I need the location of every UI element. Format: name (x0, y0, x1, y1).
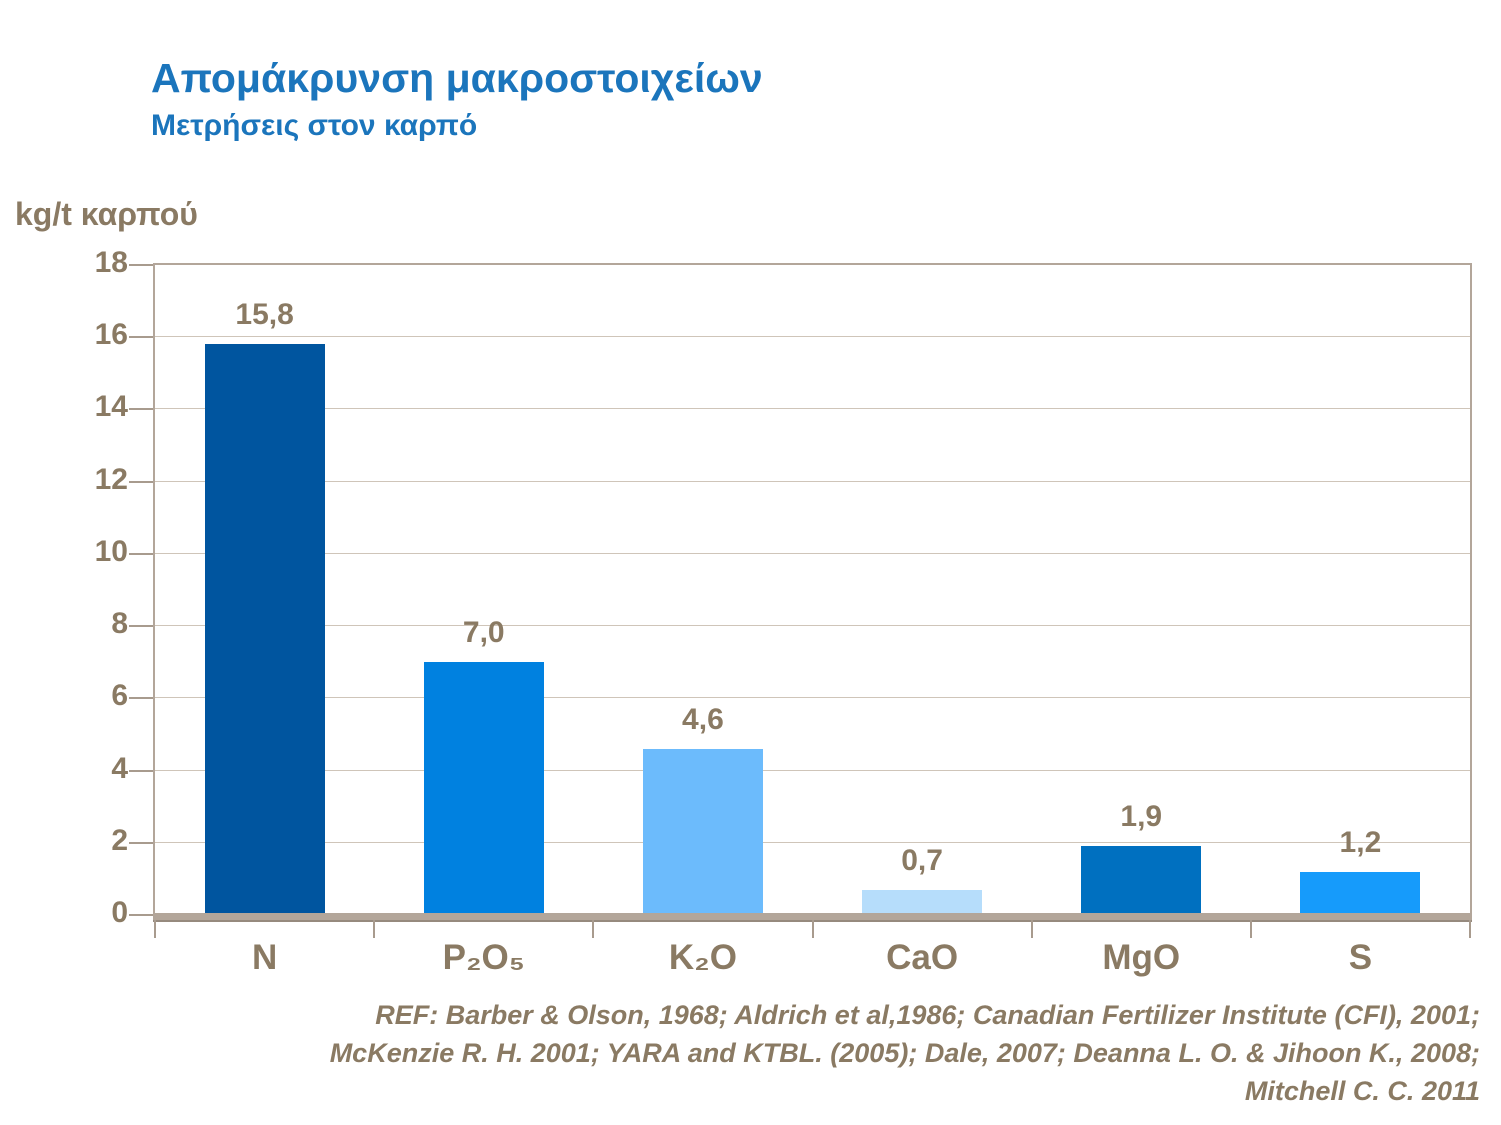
y-tick-label: 14 (94, 390, 128, 424)
y-tick-label: 0 (111, 896, 128, 929)
bar-value-label: 1,9 (1120, 800, 1163, 834)
bar-value-label: 7,0 (462, 616, 505, 650)
bar-value-label: 1,2 (1339, 825, 1382, 859)
bar-value-label: 4,6 (682, 702, 724, 736)
y-tick-label: 10 (94, 534, 128, 568)
x-tick-mark (154, 920, 156, 938)
gridline (155, 480, 1470, 482)
y-tick-mark (129, 480, 153, 483)
y-tick-mark (129, 264, 153, 266)
x-category-label-1: N (251, 938, 278, 977)
y-tick-label: 2 (111, 823, 128, 857)
y-tick-label: 4 (111, 751, 128, 785)
gridline (155, 769, 1470, 771)
reference-line-3: Mitchell C. C. 2011 (1244, 1076, 1480, 1106)
y-tick-label: 8 (111, 607, 128, 641)
x-category-label-4: CaO (886, 938, 959, 977)
bar-K₂O (642, 748, 763, 915)
bar-P₂O₅ (423, 662, 544, 915)
bar-value-label: 0,7 (901, 843, 943, 877)
gridline (155, 841, 1470, 843)
plot-area: 15,8 7,0 4,6 0,7 1,9 1,2 (153, 263, 1472, 915)
gridline (155, 408, 1470, 410)
x-tick-mark (373, 920, 376, 938)
bar-MgO (1081, 846, 1202, 915)
x-tick-mark (592, 920, 595, 938)
x-category-label-2: P₂O₅ (442, 938, 525, 977)
x-category-label-3: K₂O (668, 938, 737, 977)
x-tick-mark (811, 920, 814, 938)
y-tick-label: 16 (94, 318, 128, 352)
y-tick-label: 12 (94, 462, 128, 496)
bar-value-label: 15,8 (235, 298, 294, 332)
x-tick-mark (1249, 920, 1252, 938)
gridline (155, 697, 1470, 699)
y-tick-mark (129, 697, 153, 700)
gridline (155, 552, 1470, 554)
gridline (155, 336, 1470, 338)
y-axis-label: kg/t καρπού (15, 196, 198, 232)
y-tick-mark (129, 408, 153, 411)
y-tick-mark (129, 552, 153, 555)
y-tick-mark (129, 625, 153, 628)
y-tick-label: 18 (94, 246, 128, 279)
x-tick-mark (1030, 920, 1033, 938)
bar-S (1300, 871, 1421, 915)
gridline (155, 625, 1470, 627)
y-tick-mark (129, 914, 153, 916)
y-tick-mark (129, 841, 153, 844)
y-tick-mark (129, 336, 153, 339)
page-subtitle: Μετρήσεις στον καρπό (151, 109, 478, 142)
page-title: Απομάκρυνση μακροστοιχείων (151, 55, 763, 101)
x-category-label-5: MgO (1102, 938, 1181, 977)
reference-line-2: McKenzie R. H. 2001; YARA and KTBL. (200… (329, 1038, 1480, 1068)
reference-line-1: REF: Barber & Olson, 1968; Aldrich et al… (375, 1000, 1480, 1030)
bar-N (204, 344, 325, 915)
x-category-label-6: S (1348, 938, 1373, 977)
x-tick-mark (1469, 920, 1471, 938)
y-tick-mark (129, 769, 153, 772)
reference-text: REF: Barber & Olson, 1968; Aldrich et al… (20, 996, 1480, 1110)
y-tick-label: 6 (111, 679, 128, 713)
bar-CaO (862, 889, 983, 915)
